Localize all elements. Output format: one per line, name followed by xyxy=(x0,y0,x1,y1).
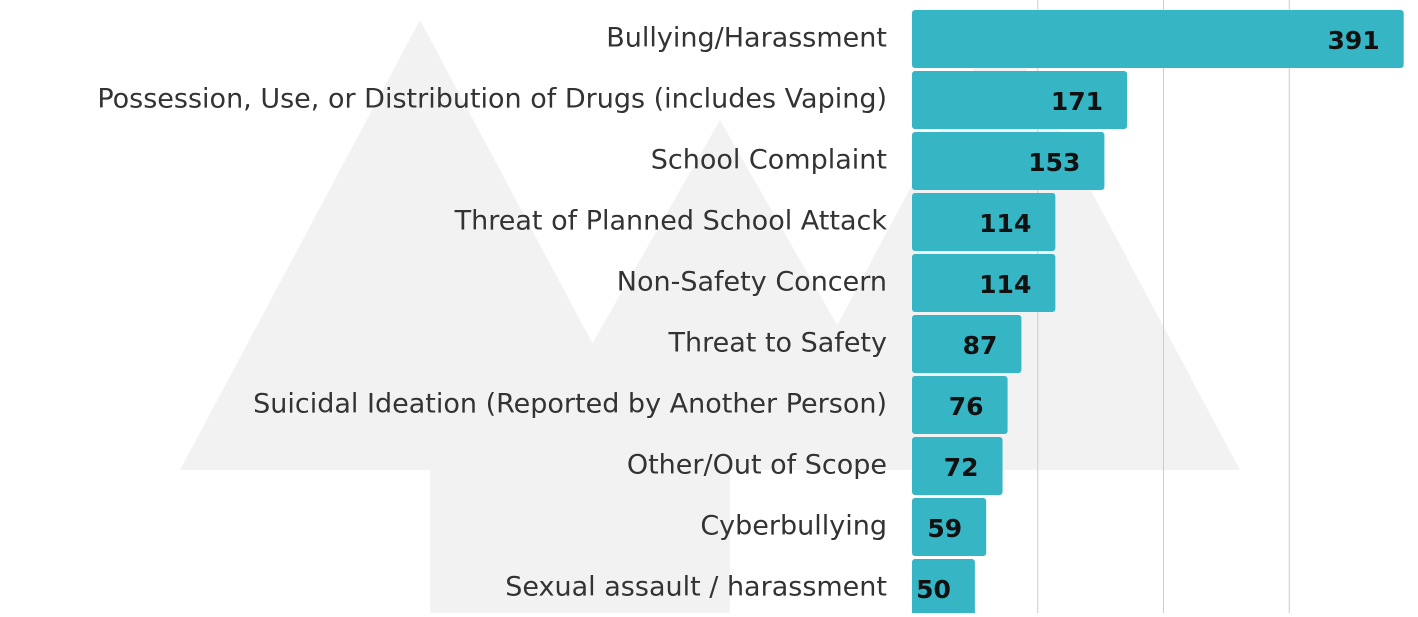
category-label: Other/Out of Scope xyxy=(627,450,887,481)
value-label: 114 xyxy=(979,270,1031,299)
category-label: Suicidal Ideation (Reported by Another P… xyxy=(253,389,887,420)
value-label: 59 xyxy=(927,514,962,543)
category-label: Non-Safety Concern xyxy=(617,267,887,298)
bar xyxy=(912,315,1022,373)
bar xyxy=(912,10,1404,68)
category-label: School Complaint xyxy=(651,145,887,176)
category-label: Threat of Planned School Attack xyxy=(454,206,888,237)
bar xyxy=(912,498,987,556)
bar xyxy=(912,559,975,617)
value-label: 50 xyxy=(916,575,951,604)
value-label: 72 xyxy=(944,453,979,482)
category-label: Sexual assault / harassment xyxy=(505,572,887,603)
bar xyxy=(912,254,1056,312)
value-label: 391 xyxy=(1327,26,1379,55)
category-label: Bullying/Harassment xyxy=(606,23,887,54)
value-label: 171 xyxy=(1051,87,1103,116)
bar xyxy=(912,193,1056,251)
bar xyxy=(912,132,1105,190)
category-label: Cyberbullying xyxy=(700,511,887,542)
bar xyxy=(912,376,1008,434)
category-label: Possession, Use, or Distribution of Drug… xyxy=(97,84,887,115)
bar xyxy=(912,71,1128,129)
value-label: 87 xyxy=(963,331,998,360)
category-label: Threat to Safety xyxy=(668,328,888,359)
value-label: 76 xyxy=(949,392,984,421)
value-label: 114 xyxy=(979,209,1031,238)
bar xyxy=(912,437,1003,495)
value-label: 153 xyxy=(1028,148,1080,177)
